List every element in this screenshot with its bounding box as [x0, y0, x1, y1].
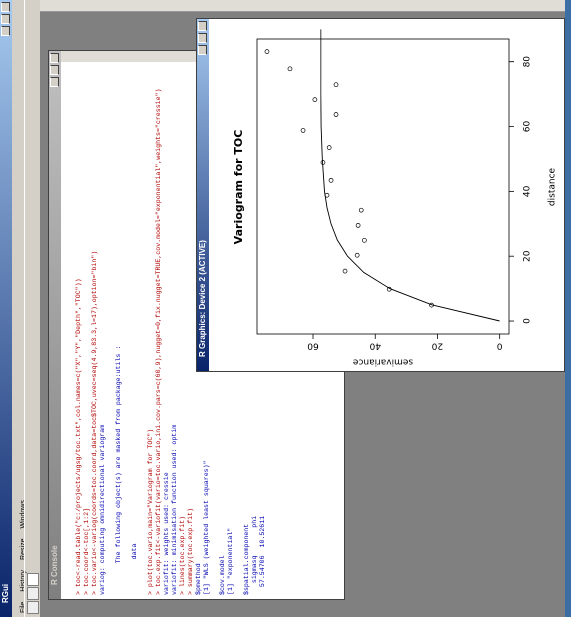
console-line: > toc.exp.fit<-variofit(vario=toc.vario,… — [155, 65, 163, 595]
x-tick-label: 80 — [523, 56, 533, 68]
y-axis-label: semivariance — [352, 357, 413, 367]
point — [343, 269, 347, 273]
device-title-bar: R Graphics: Device 2 (ACTIVE) — [197, 19, 209, 371]
point — [327, 146, 331, 150]
app-title-bar: RGui — [0, 0, 12, 617]
close-button[interactable] — [1, 2, 10, 12]
maximize-button[interactable] — [1, 14, 10, 24]
app-title: RGui — [1, 584, 10, 603]
console-line: > plot(toc.vario,main="Variogram for TOC… — [147, 65, 155, 595]
point — [362, 238, 366, 242]
console-title-bar: R Console — [49, 51, 61, 599]
point — [265, 50, 269, 54]
toolbar-button[interactable] — [27, 601, 39, 614]
fitted-line — [321, 29, 500, 321]
console-line: > lines(toc.exp.fit) — [179, 65, 187, 595]
console-line: The following object(s) are masked from … — [115, 65, 123, 595]
point — [356, 223, 360, 227]
point — [288, 67, 292, 71]
screen: RGui FileHistoryResizeWindows R Console … — [0, 0, 571, 617]
x-axis-label: distance — [548, 167, 558, 206]
plot-frame — [257, 39, 509, 334]
console-line: > summary(toc.exp.fit) — [187, 65, 195, 595]
device-title: R Graphics: Device 2 (ACTIVE) — [198, 240, 207, 357]
x-tick-label: 20 — [523, 250, 533, 262]
minimize-button[interactable] — [198, 45, 207, 55]
point — [301, 128, 305, 132]
maximize-button[interactable] — [198, 33, 207, 43]
close-button[interactable] — [198, 21, 207, 31]
toolbar-button[interactable] — [27, 587, 39, 600]
x-tick-label: 60 — [523, 121, 533, 133]
page: RGui FileHistoryResizeWindows R Console … — [0, 0, 571, 617]
minimize-button[interactable] — [50, 77, 59, 87]
toolbar-button[interactable] — [27, 573, 39, 586]
x-tick-label: 0 — [523, 318, 533, 324]
graphics-window: R Graphics: Device 2 (ACTIVE) Variogram … — [196, 18, 565, 372]
chart: Variogram for TOC distance semivariance … — [209, 19, 564, 371]
y-tick-label: 40 — [369, 341, 381, 351]
minimize-button[interactable] — [1, 26, 10, 36]
chart-title: Variogram for TOC — [232, 130, 245, 245]
toolbar — [24, 0, 39, 617]
console-line: > toc<-read.table("c:/projects/ugsg/toc.… — [75, 65, 83, 595]
point — [313, 98, 317, 102]
console-line: variog: computing omnidirectional variog… — [99, 65, 107, 595]
point — [334, 83, 338, 87]
console-title: R Console — [50, 545, 59, 585]
console-line: data — [131, 65, 139, 595]
point — [329, 178, 333, 182]
console-line: > toc.coord<-toc[,1:2] — [83, 65, 91, 595]
console-line: variofit: weights used: cressie — [163, 65, 171, 595]
mdi-scrollbar[interactable] — [40, 0, 565, 12]
y-tick-label: 60 — [307, 341, 319, 351]
x-tick-label: 40 — [523, 185, 533, 197]
y-tick-label: 20 — [431, 341, 443, 351]
console-line: > toc.vario<-variog(coords=toc.coord,dat… — [91, 65, 99, 595]
point — [355, 253, 359, 257]
point — [359, 208, 363, 212]
point — [334, 113, 338, 117]
desktop — [565, 0, 571, 617]
close-button[interactable] — [50, 53, 59, 63]
maximize-button[interactable] — [50, 65, 59, 75]
console-line: variofit: minimisation function used: op… — [171, 65, 179, 595]
menu-bar: FileHistoryResizeWindows — [12, 13, 24, 613]
y-tick-label: 0 — [497, 341, 503, 351]
